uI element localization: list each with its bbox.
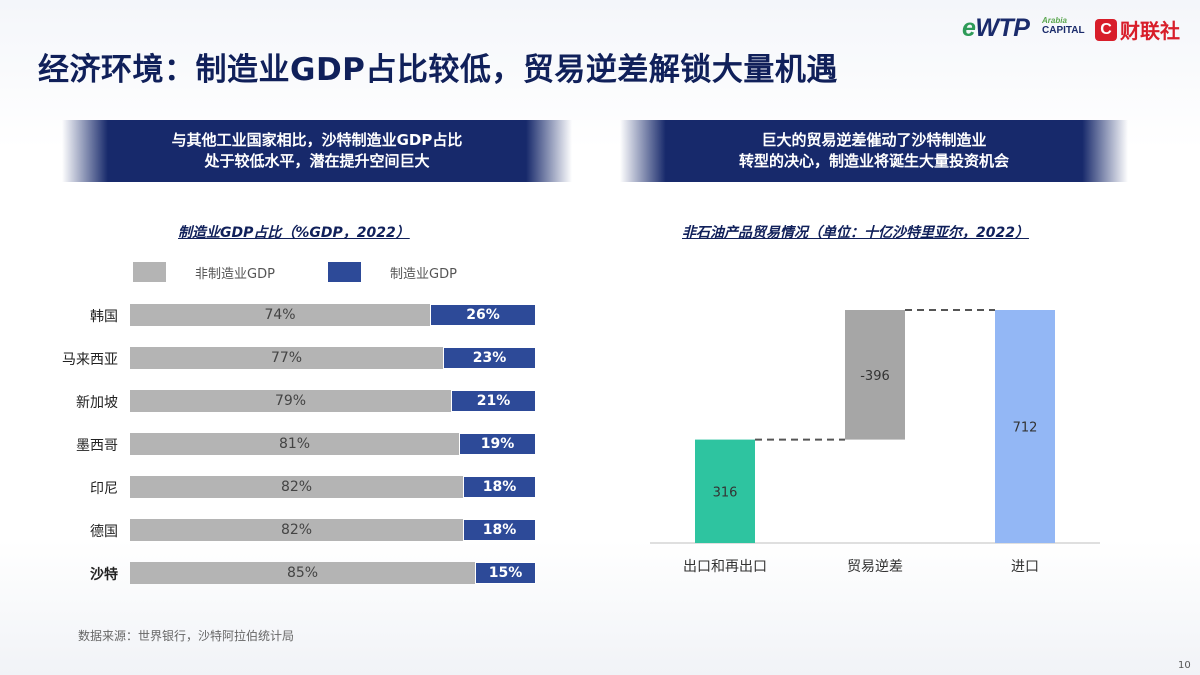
country-label: 马来西亚 [62,352,118,368]
legend-swatch-mfg [328,262,361,282]
bar-segment-mfg: 18% [463,519,536,541]
cls-logo-icon: C [1095,18,1117,41]
country-label: 新加坡 [76,395,118,411]
page-title: 经济环境：制造业GDP占比较低，贸易逆差解锁大量机遇 [38,52,838,88]
ewtp-logo: e WTP [962,13,1030,42]
right-banner-line2: 转型的决心，制造业将诞生大量投资机会 [738,152,1009,170]
bar-segment-non-mfg: 77% [130,347,443,369]
capital-logo-text: Arabia CAPITAL [1042,16,1085,36]
bar-segment-non-mfg: 74% [130,304,430,326]
country-label: 韩国 [90,309,118,325]
category-label: 进口 [1011,559,1039,575]
bar-segment-mfg: 23% [443,347,536,369]
bar-segment-non-mfg: 81% [130,433,459,455]
left-banner-line2: 处于较低水平，潜在提升空间巨大 [204,152,430,170]
data-label: 316 [713,485,738,500]
left-banner-line1: 与其他工业国家相比，沙特制造业GDP占比 [171,131,463,149]
legend-label-non-mfg: 非制造业GDP [195,267,275,282]
page-number: 10 [1178,660,1191,671]
data-label: 712 [1013,421,1038,436]
cls-logo: C 财联社 [1095,15,1180,44]
bar-segment-non-mfg: 82% [130,476,463,498]
bar-segment-mfg: 18% [463,476,536,498]
category-label: 贸易逆差 [847,559,903,575]
category-label: 出口和再出口 [683,559,767,575]
bar-segment-mfg: 15% [475,562,536,584]
source-note: 数据来源：世界银行，沙特阿拉伯统计局 [78,629,295,643]
bar-segment-non-mfg: 79% [130,390,451,412]
trade-chart-title: 非石油产品贸易情况（单位：十亿沙特里亚尔，2022） [682,225,1029,241]
legend-swatch-non-mfg [133,262,166,282]
country-label: 墨西哥 [76,438,118,454]
country-label: 沙特 [90,567,118,583]
country-label: 印尼 [90,481,118,497]
bar-trade-deficit [845,310,905,440]
data-label: -396 [860,369,890,384]
bar-segment-mfg: 21% [451,390,536,412]
bar-imports [995,310,1055,543]
bar-segment-mfg: 19% [459,433,536,455]
bar-segment-non-mfg: 85% [130,562,475,584]
country-label: 德国 [90,524,118,540]
bar-segment-mfg: 26% [430,304,536,326]
right-banner-line1: 巨大的贸易逆差催动了沙特制造业 [761,131,987,149]
legend-label-mfg: 制造业GDP [390,267,457,282]
right-banner: 巨大的贸易逆差催动了沙特制造业 转型的决心，制造业将诞生大量投资机会 [620,120,1128,182]
bar-segment-non-mfg: 82% [130,519,463,541]
bar-exports [695,439,755,543]
left-banner: 与其他工业国家相比，沙特制造业GDP占比 处于较低水平，潜在提升空间巨大 [62,120,572,182]
manufacturing-chart-title: 制造业GDP占比（%GDP，2022） [178,225,410,241]
